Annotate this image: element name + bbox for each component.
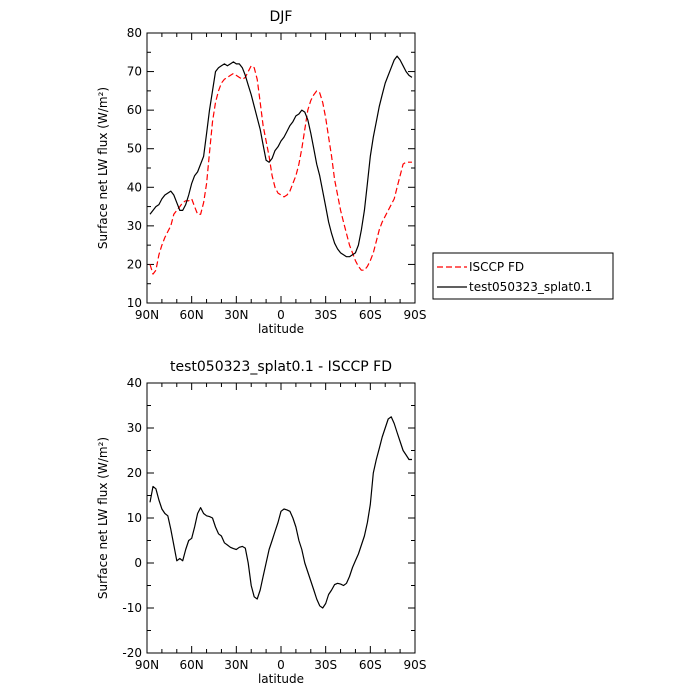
y-tick-label: 40 xyxy=(127,376,142,390)
x-tick-label: 60S xyxy=(359,658,382,672)
x-tick-label: 90N xyxy=(135,308,159,322)
x-tick-label: 90S xyxy=(404,658,427,672)
y-tick-label: 0 xyxy=(134,556,142,570)
x-tick-label: 30S xyxy=(314,308,337,322)
chart-panel-1: 90N 60N 30N 0 30S 60S 90S 10 20 30 40 50 60 70 80 DJF la… xyxy=(96,9,426,336)
series-line-isccp-fd xyxy=(149,65,412,275)
x-tick-label: 90N xyxy=(135,658,159,672)
x-tick-label: 30S xyxy=(314,658,337,672)
x-tick-label: 90S xyxy=(404,308,427,322)
y-tick-label: 20 xyxy=(127,466,142,480)
y-tick-label: 60 xyxy=(127,103,142,117)
chart-panel-2: 90N 60N 30N 0 30S 60S 90S -20 -10 0 10 20 30 40 test05… xyxy=(96,359,426,686)
y-tick-label: 50 xyxy=(127,142,142,156)
y-tick-label: 30 xyxy=(127,421,142,435)
y-tick-label: 40 xyxy=(127,180,142,194)
x-tick-label: 60S xyxy=(359,308,382,322)
series-line-difference xyxy=(149,416,412,609)
series-line-test050323-splat0-1 xyxy=(149,55,413,258)
y-axis-label: Surface net LW flux (W/m²) xyxy=(96,437,110,599)
x-tick-label: 30N xyxy=(224,658,248,672)
plot-frame xyxy=(146,32,416,304)
x-tick-label: 30N xyxy=(224,308,248,322)
x-tick-label: 60N xyxy=(180,308,204,322)
legend: ISCCP FD test050323_splat0.1 xyxy=(432,252,614,300)
y-tick-label: 10 xyxy=(127,511,142,525)
y-axis-label: Surface net LW flux (W/m²) xyxy=(96,87,110,249)
x-tick-label: 0 xyxy=(277,658,285,672)
chart-title: DJF xyxy=(270,9,293,25)
y-tick-label: 20 xyxy=(127,257,142,271)
y-tick-label: 70 xyxy=(127,65,142,79)
y-tick-label: 80 xyxy=(127,26,142,40)
x-tick-label: 0 xyxy=(277,308,285,322)
legend-label: ISCCP FD xyxy=(469,260,524,274)
legend-box xyxy=(432,252,614,300)
y-tick-label: 10 xyxy=(127,296,142,310)
legend-label: test050323_splat0.1 xyxy=(469,280,592,294)
y-tick-label: -10 xyxy=(122,601,142,615)
plot-frame xyxy=(146,382,416,654)
x-axis-label: latitude xyxy=(258,672,304,686)
chart-title: test050323_splat0.1 - ISCCP FD xyxy=(170,359,392,375)
x-axis-label: latitude xyxy=(258,322,304,336)
x-tick-label: 60N xyxy=(180,658,204,672)
y-tick-label: -20 xyxy=(122,646,142,660)
y-tick-label: 30 xyxy=(127,219,142,233)
